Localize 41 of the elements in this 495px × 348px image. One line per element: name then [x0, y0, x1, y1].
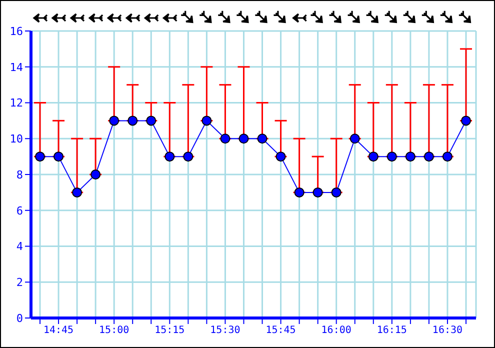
y-tick-label: 8 — [16, 168, 23, 182]
point — [202, 116, 212, 126]
x-tick-label: 16:30 — [432, 325, 463, 336]
point — [294, 187, 304, 198]
x-tick-label: 15:45 — [266, 325, 296, 336]
point — [461, 116, 471, 126]
point — [312, 187, 323, 198]
point — [72, 187, 82, 198]
point — [146, 116, 156, 126]
point — [90, 170, 101, 180]
y-tick-label: 10 — [10, 132, 23, 146]
point — [424, 152, 434, 162]
point — [183, 152, 194, 162]
point — [405, 152, 416, 162]
y-tick-label: 12 — [10, 96, 23, 110]
point — [54, 152, 64, 162]
y-tick-label: 14 — [10, 60, 24, 74]
point — [368, 152, 378, 162]
x-tick-label: 15:15 — [154, 325, 185, 336]
y-tick-label: 0 — [16, 312, 23, 325]
y-tick-label: 6 — [16, 204, 23, 218]
point — [331, 187, 342, 198]
point — [276, 152, 286, 162]
y-tick-label: 16 — [10, 24, 23, 38]
point — [386, 152, 397, 162]
point — [238, 134, 249, 144]
point — [220, 134, 230, 144]
x-tick-label: 15:00 — [99, 325, 130, 336]
point — [257, 134, 268, 144]
x-tick-label: 16:15 — [376, 325, 407, 336]
x-tick-label: 14:45 — [43, 325, 74, 336]
x-tick-label: 16:00 — [321, 325, 352, 336]
point — [350, 134, 360, 144]
point — [164, 152, 175, 162]
x-tick-label: 15:30 — [210, 325, 240, 336]
y-tick-label: 4 — [16, 240, 24, 254]
y-tick-label: 2 — [16, 276, 23, 290]
point — [35, 152, 45, 162]
point — [128, 116, 138, 126]
point — [109, 116, 120, 126]
point — [442, 152, 452, 162]
